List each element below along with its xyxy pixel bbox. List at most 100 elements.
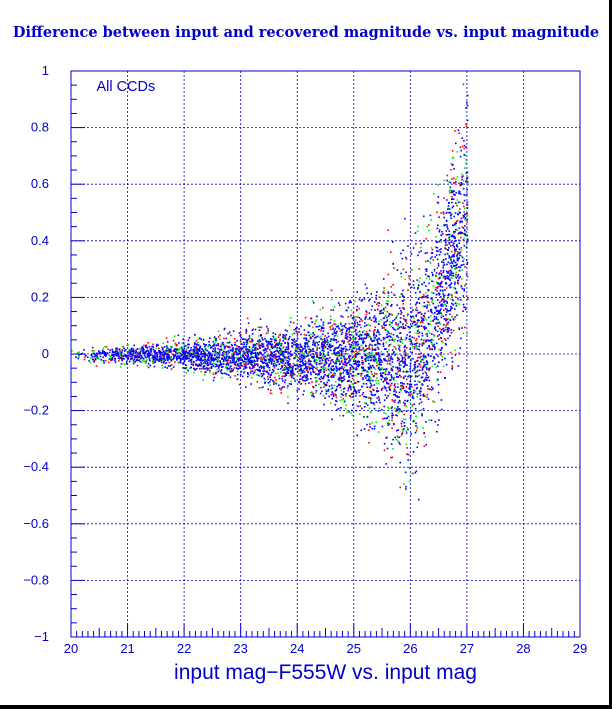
data-point — [300, 383, 302, 385]
data-point — [184, 351, 186, 353]
data-point — [272, 356, 274, 358]
data-point — [350, 301, 352, 304]
data-point — [361, 356, 363, 358]
data-point — [324, 335, 326, 337]
data-point — [164, 366, 166, 368]
data-point — [342, 414, 345, 417]
data-point — [383, 289, 385, 292]
data-point — [442, 365, 445, 368]
data-point — [454, 236, 456, 238]
data-point — [212, 379, 215, 382]
data-point — [246, 317, 249, 320]
data-point — [156, 353, 159, 356]
data-point — [372, 359, 375, 361]
data-point — [436, 287, 439, 289]
data-point — [104, 354, 106, 356]
data-point — [447, 327, 449, 329]
data-point — [424, 435, 427, 438]
data-point — [441, 355, 444, 358]
data-point — [428, 346, 431, 349]
data-point — [347, 362, 349, 364]
data-point — [347, 327, 350, 330]
data-point — [327, 367, 329, 370]
data-point — [313, 396, 315, 398]
data-point — [408, 284, 411, 286]
data-point — [271, 355, 273, 357]
data-point — [305, 342, 307, 344]
data-point — [426, 333, 428, 335]
data-point — [455, 266, 458, 269]
data-point — [367, 318, 369, 321]
data-point — [349, 366, 352, 369]
data-point — [364, 322, 366, 324]
data-point — [376, 346, 379, 349]
data-point — [374, 301, 376, 303]
data-point — [364, 317, 367, 319]
data-point — [451, 156, 454, 159]
data-point — [464, 266, 466, 268]
data-point — [341, 340, 344, 342]
data-point — [416, 345, 418, 348]
data-point — [404, 339, 407, 341]
data-point — [465, 158, 467, 161]
data-point — [431, 248, 434, 251]
data-point — [260, 356, 262, 358]
data-point — [435, 322, 437, 325]
data-point — [187, 346, 189, 349]
data-point — [416, 342, 419, 344]
data-point — [411, 405, 413, 408]
data-point — [204, 348, 207, 351]
data-point — [369, 324, 372, 327]
data-point — [338, 353, 341, 356]
data-point — [202, 359, 204, 361]
data-point — [214, 357, 216, 360]
data-point — [440, 314, 443, 317]
data-point — [390, 364, 392, 367]
data-point — [218, 369, 220, 371]
data-point — [377, 380, 379, 382]
data-point — [308, 358, 310, 360]
data-point — [330, 393, 333, 396]
data-point — [338, 379, 340, 381]
data-point — [335, 325, 338, 328]
data-point — [71, 350, 73, 352]
data-point — [161, 354, 163, 356]
data-point — [379, 372, 382, 374]
data-point — [349, 355, 352, 357]
data-point — [160, 357, 162, 360]
data-point — [165, 348, 168, 351]
data-point — [159, 353, 162, 356]
data-point — [434, 312, 436, 314]
data-point — [337, 302, 340, 304]
data-point — [287, 385, 289, 387]
data-point — [454, 194, 456, 196]
data-point — [116, 349, 119, 351]
data-point — [243, 350, 245, 353]
data-point — [421, 344, 424, 347]
data-point — [463, 147, 465, 150]
data-point — [343, 378, 346, 381]
data-point — [354, 337, 357, 339]
data-point — [394, 399, 396, 402]
data-point — [204, 373, 206, 376]
data-point — [431, 389, 433, 391]
data-point — [270, 363, 273, 365]
data-point — [170, 364, 173, 366]
data-point — [411, 269, 413, 271]
data-point — [355, 374, 357, 377]
data-point — [343, 325, 346, 327]
data-point — [400, 354, 403, 357]
data-point — [291, 333, 294, 336]
data-point — [133, 351, 135, 353]
data-point — [305, 362, 308, 365]
data-point — [402, 323, 404, 325]
data-point — [427, 260, 429, 262]
data-point — [108, 358, 111, 360]
data-point — [294, 364, 297, 367]
data-point — [304, 363, 306, 365]
data-point — [366, 334, 368, 337]
data-point — [447, 261, 450, 263]
data-point — [410, 375, 412, 378]
data-point — [342, 363, 345, 365]
data-point — [276, 356, 278, 358]
